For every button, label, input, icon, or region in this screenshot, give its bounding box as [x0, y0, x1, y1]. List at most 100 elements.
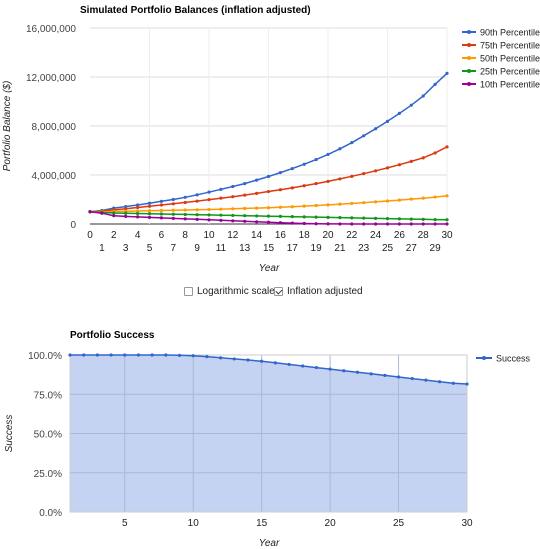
data-point: [109, 353, 113, 357]
data-point: [445, 194, 449, 198]
y-tick-label: 4,000,000: [32, 171, 77, 182]
data-point: [374, 169, 378, 173]
chart-title: Simulated Portfolio Balances (inflation …: [80, 5, 311, 16]
data-point: [255, 214, 259, 218]
y-tick-label: 8,000,000: [32, 122, 77, 133]
data-point: [421, 196, 425, 200]
x-tick-label: 24: [370, 230, 382, 241]
data-point: [195, 217, 199, 221]
data-point: [260, 359, 264, 363]
data-point: [183, 208, 187, 212]
data-point: [124, 214, 128, 219]
data-point: [159, 203, 163, 207]
y-tick-label: 25.0%: [34, 469, 62, 480]
x-tick-label: 18: [299, 230, 311, 241]
x-tick-label: 22: [346, 230, 358, 241]
data-point: [314, 365, 319, 370]
data-point: [338, 216, 342, 220]
x-tick-label: 28: [418, 230, 430, 241]
y-axis-label: Success: [4, 415, 15, 453]
data-point: [207, 218, 211, 222]
data-point: [421, 156, 425, 160]
x-tick-label: 0: [87, 230, 93, 241]
data-point: [243, 219, 247, 223]
data-point: [195, 208, 199, 212]
data-point: [231, 219, 235, 223]
data-point: [287, 362, 291, 367]
inflation-adjusted-label: Inflation adjusted: [287, 286, 363, 297]
portfolio-balances-svg: Simulated Portfolio Balances (inflation …: [2, 5, 540, 274]
data-point: [326, 179, 330, 183]
logarithmic-scale-option[interactable]: Logarithmic scale: [184, 286, 275, 297]
x-axis-label: Year: [259, 538, 280, 549]
data-point: [421, 217, 425, 221]
data-point: [147, 204, 152, 208]
data-point: [302, 221, 306, 226]
logarithmic-scale-checkbox[interactable]: [184, 287, 193, 296]
data-point: [171, 208, 175, 212]
x-tick-label: 10: [203, 230, 215, 241]
legend-marker: [467, 30, 471, 34]
data-point: [314, 157, 318, 162]
data-point: [266, 214, 271, 218]
data-point: [326, 152, 330, 157]
data-point: [350, 216, 354, 220]
data-point: [338, 202, 342, 206]
y-tick-label: 0.0%: [39, 508, 62, 519]
data-point: [385, 119, 390, 123]
inflation-adjusted-checkbox[interactable]: [274, 287, 283, 296]
inflation-adjusted-option[interactable]: Inflation adjusted: [274, 286, 363, 297]
data-point: [397, 163, 401, 167]
data-point: [171, 202, 175, 206]
data-point: [290, 205, 294, 209]
data-point: [369, 372, 373, 376]
data-point: [231, 184, 235, 189]
data-point: [232, 357, 236, 361]
data-point: [183, 200, 187, 205]
x-tick-label: 30: [441, 230, 453, 241]
data-point: [421, 94, 425, 98]
x-tick-label: 25: [393, 518, 405, 529]
x-tick-label: 29: [430, 243, 442, 254]
x-tick-label: 16: [275, 230, 287, 241]
data-point: [362, 201, 366, 205]
data-point: [290, 186, 294, 190]
data-point: [136, 209, 140, 213]
legend-marker: [467, 69, 471, 73]
data-point: [147, 212, 152, 216]
x-tick-label: 27: [406, 243, 418, 254]
data-point: [314, 222, 318, 226]
data-point: [231, 207, 235, 211]
portfolio-balances-chart: Simulated Portfolio Balances (inflation …: [2, 5, 540, 274]
data-point: [68, 353, 72, 357]
data-point: [410, 376, 414, 381]
data-point: [159, 208, 163, 213]
data-point: [278, 221, 282, 225]
data-point: [302, 204, 306, 208]
x-tick-label: 30: [461, 518, 473, 529]
data-point: [219, 213, 223, 217]
data-point: [231, 213, 235, 218]
x-tick-label: 10: [188, 518, 200, 529]
data-point: [409, 159, 413, 164]
plot-border: [69, 354, 468, 513]
data-point: [195, 213, 199, 217]
x-tick-label: 15: [256, 518, 268, 529]
data-point: [243, 214, 247, 218]
x-tick-label: 20: [322, 230, 334, 241]
data-point: [421, 222, 425, 226]
data-point: [465, 382, 469, 386]
data-point: [314, 181, 318, 186]
x-tick-label: 26: [394, 230, 406, 241]
data-point: [338, 177, 342, 181]
data-point: [397, 198, 401, 202]
data-point: [207, 198, 211, 202]
data-point: [231, 195, 235, 199]
data-point: [396, 375, 401, 379]
x-tick-label: 3: [123, 243, 129, 254]
data-point: [273, 361, 277, 365]
data-point: [278, 170, 282, 175]
x-tick-label: 14: [251, 230, 263, 241]
data-point: [171, 212, 175, 216]
data-point: [243, 206, 247, 211]
